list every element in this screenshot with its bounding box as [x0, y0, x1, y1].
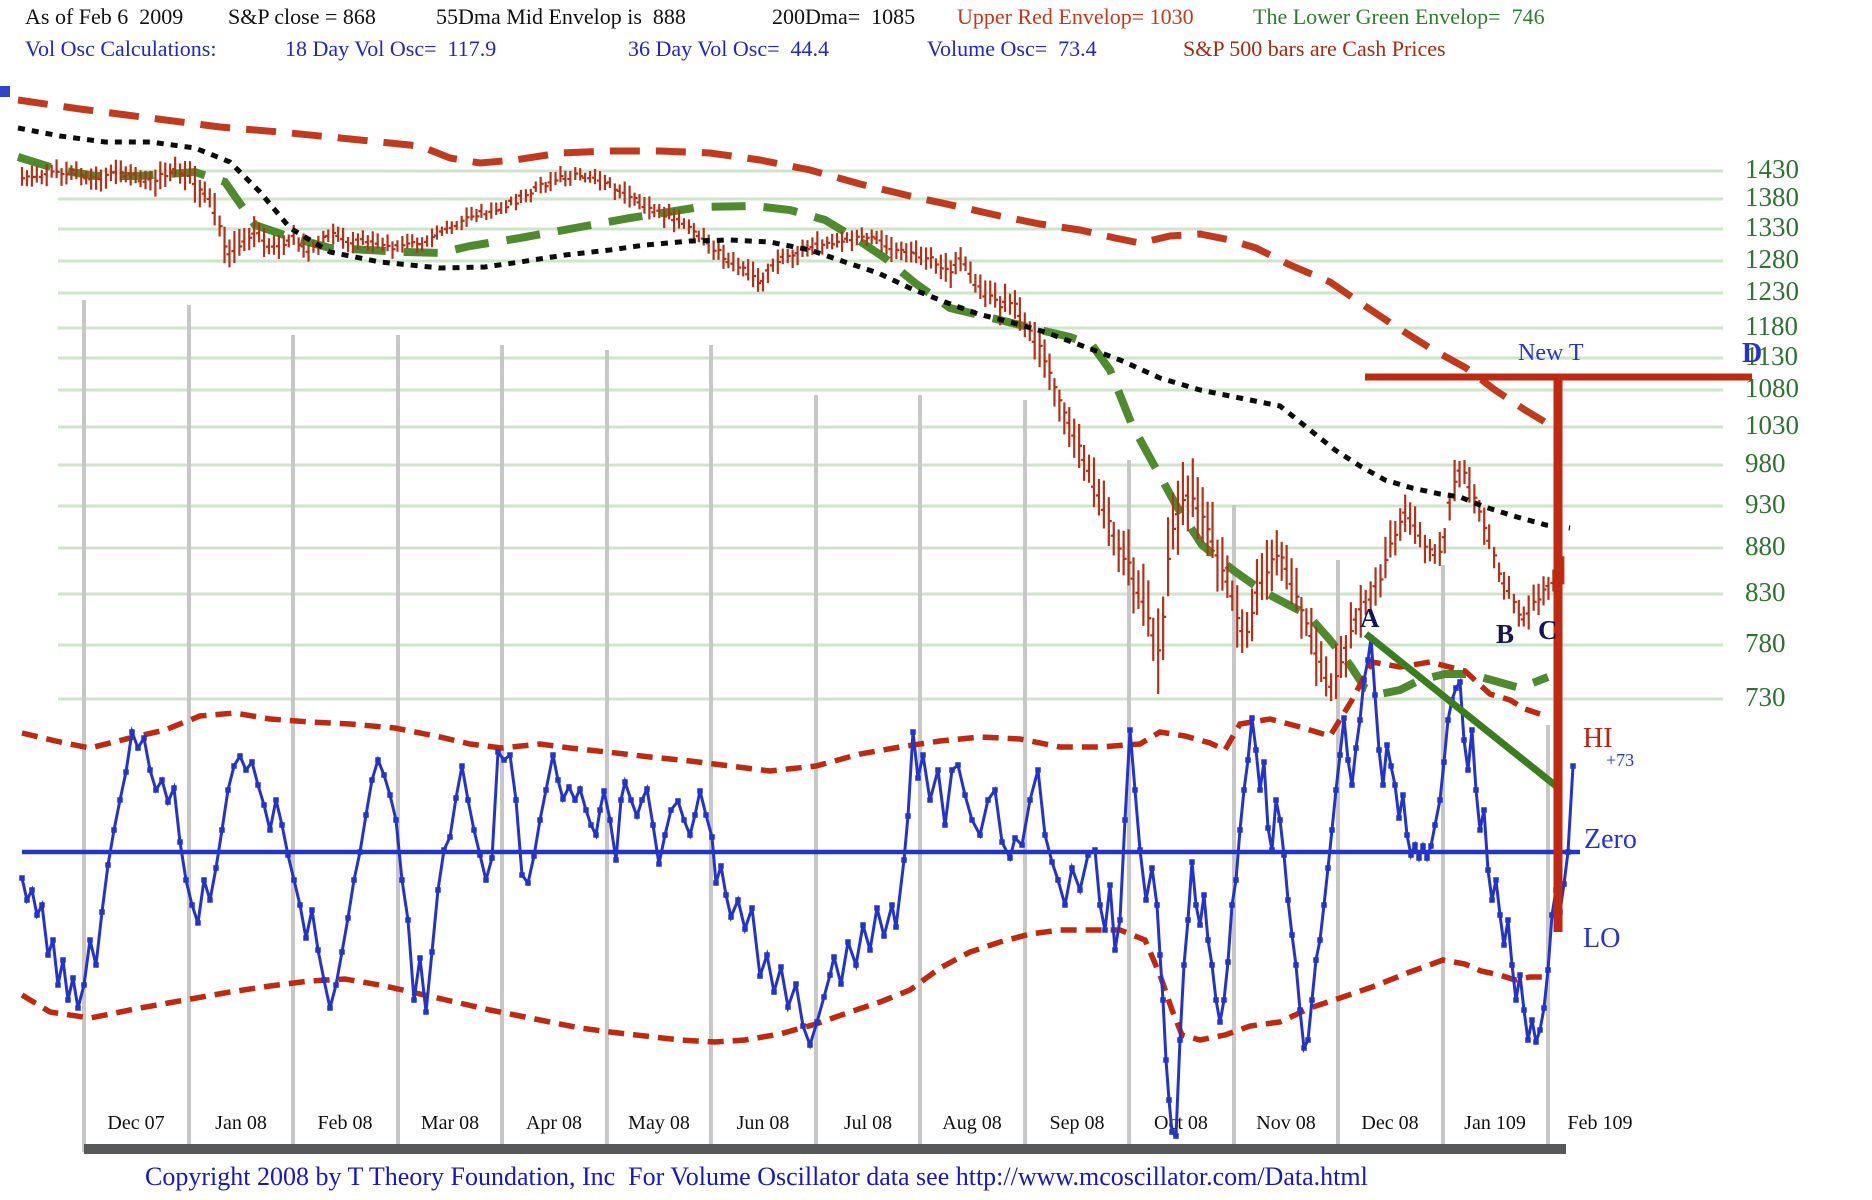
x-axis-label-nov-08: Nov 08: [1256, 1112, 1316, 1134]
y-axis-label-1180: 1180: [1745, 311, 1798, 341]
x-axis-label-aug-08: Aug 08: [942, 1112, 1002, 1134]
x-axis-label-dec-07: Dec 07: [107, 1112, 165, 1134]
corner-marker-square: [0, 86, 10, 97]
y-axis-label-1430: 1430: [1745, 154, 1799, 184]
y-axis-label-830: 830: [1745, 577, 1786, 607]
y-axis-label-780: 780: [1745, 628, 1786, 658]
point-c-label: C: [1538, 615, 1558, 645]
zero-line-label: Zero: [1584, 824, 1637, 855]
oscillator-hi-band: [21, 658, 1541, 774]
y-axis-label-1280: 1280: [1745, 244, 1799, 274]
copyright-line: Copyright 2008 by T Theory Foundation, I…: [145, 1162, 1368, 1191]
bottom-axis-bar: [84, 1144, 1566, 1154]
upper-red-envelope-line: [17, 96, 1557, 432]
header-55dma-mid-envelope: 55Dma Mid Envelop is 888: [436, 4, 686, 29]
header-upper-red-envelope: Upper Red Envelop= 1030: [957, 4, 1194, 29]
mid-envelope-dotted-line: [17, 125, 1571, 531]
header-36-day-vol-osc: 36 Day Vol Osc= 44.4: [628, 36, 830, 61]
y-axis-label-730: 730: [1745, 682, 1786, 712]
volume-oscillator-line: [20, 637, 1575, 1140]
y-axis-label-880: 880: [1745, 531, 1786, 561]
x-axis-label-feb-109: Feb 109: [1567, 1112, 1633, 1134]
y-axis-label-980: 980: [1745, 448, 1786, 478]
plus-73-label: +73: [1606, 750, 1635, 770]
point-b-label: B: [1496, 619, 1515, 649]
x-axis-label-may-08: May 08: [628, 1112, 690, 1134]
y-axis-label-1330: 1330: [1745, 212, 1799, 242]
header-18-day-vol-osc: 18 Day Vol Osc= 117.9: [285, 36, 497, 61]
y-axis-label-1130: 1130: [1745, 341, 1798, 371]
lo-band-label: LO: [1583, 923, 1621, 954]
y-axis-label-1030: 1030: [1745, 410, 1799, 440]
x-axis-label-dec-08: Dec 08: [1361, 1112, 1419, 1134]
point-d-label: D: [1742, 338, 1763, 369]
y-axis-label-1230: 1230: [1745, 276, 1799, 306]
new-t-label: New T: [1518, 340, 1584, 366]
header-lower-green-envelope: The Lower Green Envelop= 746: [1253, 4, 1545, 29]
hi-band-label: HI: [1583, 723, 1613, 754]
header-vol-osc-calculations: Vol Osc Calculations:: [25, 36, 217, 61]
header-200dma: 200Dma= 1085: [772, 4, 916, 29]
x-axis-label-apr-08: Apr 08: [525, 1112, 583, 1134]
oscillator-lo-band: [20, 927, 1548, 1045]
x-axis-label-jan-109: Jan 109: [1464, 1112, 1526, 1134]
y-axis-label-1080: 1080: [1745, 373, 1799, 403]
header-volume-osc: Volume Osc= 73.4: [927, 36, 1097, 61]
x-axis-label-jun-08: Jun 08: [736, 1112, 790, 1134]
y-axis-label-1380: 1380: [1745, 182, 1799, 212]
header-cash-prices-note: S&P 500 bars are Cash Prices: [1183, 36, 1446, 61]
header-as-of-date: As of Feb 6 2009: [25, 4, 184, 29]
x-axis-label-feb-08: Feb 08: [317, 1112, 373, 1134]
x-axis-label-jan-08: Jan 08: [215, 1112, 267, 1134]
x-axis-label-sep-08: Sep 08: [1049, 1112, 1105, 1134]
x-axis-label-mar-08: Mar 08: [420, 1112, 480, 1134]
y-axis-label-930: 930: [1745, 489, 1786, 519]
x-axis-label-jul-08: Jul 08: [843, 1112, 893, 1134]
header-sp-close: S&P close = 868: [228, 4, 376, 29]
a-to-d-trend-line: [1363, 631, 1559, 789]
sp500-price-bars: [20, 156, 1565, 702]
point-a-label: A: [1360, 603, 1380, 633]
